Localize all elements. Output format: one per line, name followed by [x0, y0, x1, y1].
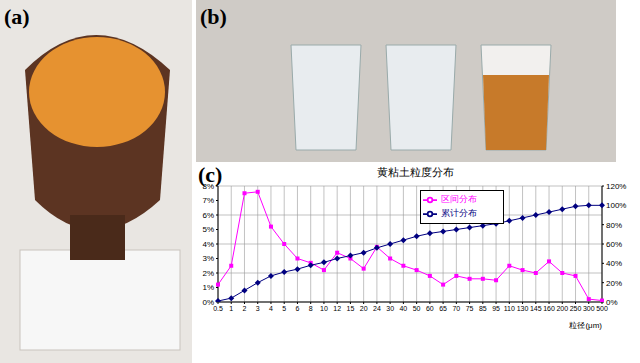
svg-text:30: 30: [386, 305, 394, 312]
svg-text:70: 70: [452, 305, 460, 312]
svg-text:300: 300: [583, 305, 595, 312]
svg-text:8%: 8%: [202, 182, 214, 191]
svg-text:7%: 7%: [202, 196, 214, 205]
svg-text:3%: 3%: [202, 254, 214, 263]
svg-text:10: 10: [320, 305, 328, 312]
svg-text:145: 145: [530, 305, 542, 312]
svg-text:6: 6: [295, 305, 299, 312]
svg-text:0%: 0%: [202, 298, 214, 307]
svg-text:6%: 6%: [202, 211, 214, 220]
svg-text:40: 40: [399, 305, 407, 312]
svg-text:4: 4: [269, 305, 273, 312]
svg-text:60: 60: [426, 305, 434, 312]
svg-text:粒径(μm): 粒径(μm): [569, 321, 602, 330]
svg-text:85: 85: [479, 305, 487, 312]
svg-text:12: 12: [333, 305, 341, 312]
svg-text:200: 200: [556, 305, 568, 312]
svg-text:50: 50: [413, 305, 421, 312]
svg-text:4%: 4%: [202, 240, 214, 249]
svg-text:24: 24: [373, 305, 381, 312]
svg-text:1: 1: [229, 305, 233, 312]
svg-text:0%: 0%: [606, 298, 618, 307]
svg-text:130: 130: [517, 305, 529, 312]
svg-text:15: 15: [347, 305, 355, 312]
svg-text:5%: 5%: [202, 225, 214, 234]
svg-text:2%: 2%: [202, 269, 214, 278]
svg-text:65: 65: [439, 305, 447, 312]
svg-text:5: 5: [282, 305, 286, 312]
svg-text:80%: 80%: [606, 221, 622, 230]
svg-text:40%: 40%: [606, 259, 622, 268]
svg-text:8: 8: [309, 305, 313, 312]
svg-text:2: 2: [243, 305, 247, 312]
svg-text:120%: 120%: [606, 182, 626, 191]
svg-text:3: 3: [256, 305, 260, 312]
svg-text:0.5: 0.5: [213, 305, 223, 312]
svg-text:60%: 60%: [606, 240, 622, 249]
svg-text:95: 95: [492, 305, 500, 312]
svg-text:110: 110: [504, 305, 515, 312]
svg-text:250: 250: [570, 305, 582, 312]
svg-text:75: 75: [466, 305, 474, 312]
svg-text:100%: 100%: [606, 201, 626, 210]
svg-text:160: 160: [543, 305, 555, 312]
svg-text:1%: 1%: [202, 283, 214, 292]
svg-text:20: 20: [360, 305, 368, 312]
svg-text:20%: 20%: [606, 279, 622, 288]
